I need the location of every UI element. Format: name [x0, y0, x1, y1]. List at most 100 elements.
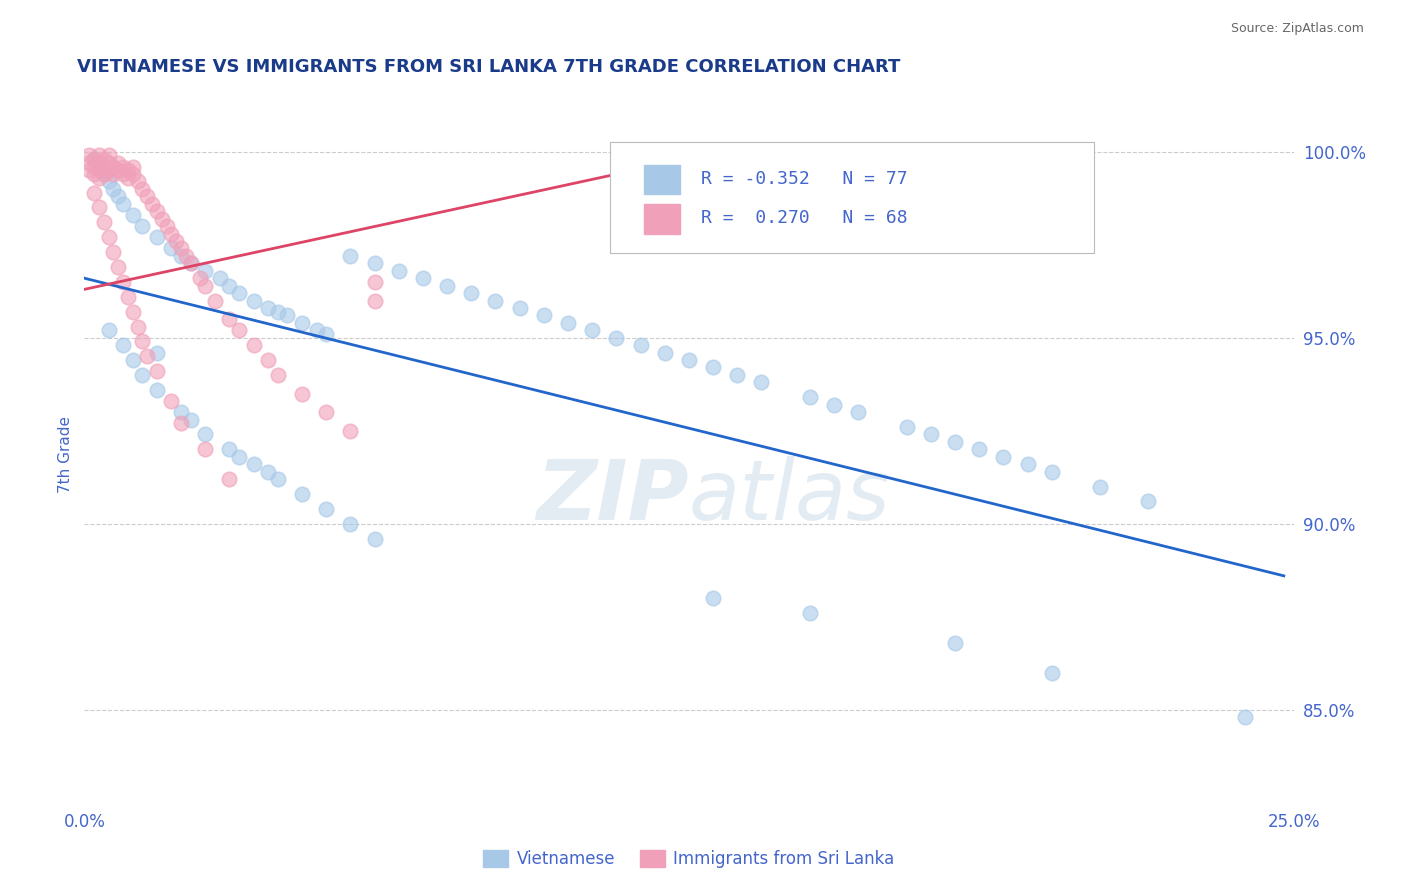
- Point: [170, 249, 193, 263]
- Point: [97, 156, 120, 170]
- Point: [363, 256, 385, 270]
- Point: [117, 290, 139, 304]
- Point: [170, 417, 193, 431]
- Point: [799, 606, 821, 620]
- Text: VIETNAMESE VS IMMIGRANTS FROM SRI LANKA 7TH GRADE CORRELATION CHART: VIETNAMESE VS IMMIGRANTS FROM SRI LANKA …: [77, 58, 901, 76]
- Point: [136, 189, 159, 203]
- Point: [170, 405, 193, 419]
- Point: [112, 338, 135, 352]
- Point: [194, 427, 217, 442]
- Point: [267, 368, 290, 382]
- Point: [315, 501, 337, 516]
- Point: [194, 278, 217, 293]
- Point: [257, 465, 280, 479]
- Point: [190, 271, 212, 285]
- Point: [87, 201, 110, 215]
- Point: [160, 227, 183, 241]
- Point: [103, 245, 125, 260]
- Point: [363, 275, 385, 289]
- Point: [170, 242, 193, 256]
- Point: [291, 487, 314, 501]
- Point: [228, 450, 250, 464]
- Point: [218, 312, 240, 326]
- Text: R =  0.270   N = 68: R = 0.270 N = 68: [702, 210, 908, 227]
- Point: [131, 368, 153, 382]
- Point: [87, 148, 110, 162]
- Point: [920, 427, 942, 442]
- Point: [702, 591, 724, 606]
- Point: [943, 636, 966, 650]
- Point: [146, 230, 169, 244]
- Point: [93, 160, 115, 174]
- Point: [83, 167, 105, 181]
- Point: [218, 442, 240, 457]
- Point: [160, 394, 183, 409]
- Point: [93, 167, 115, 181]
- Point: [581, 323, 603, 337]
- Point: [218, 472, 240, 486]
- Point: [117, 170, 139, 185]
- Point: [557, 316, 579, 330]
- Text: ZIP: ZIP: [536, 456, 689, 537]
- Point: [112, 167, 135, 181]
- Point: [127, 319, 149, 334]
- Point: [242, 457, 264, 471]
- Point: [97, 148, 120, 162]
- Point: [846, 405, 869, 419]
- Point: [1017, 457, 1039, 471]
- Point: [993, 450, 1015, 464]
- Point: [165, 234, 187, 248]
- Point: [107, 156, 129, 170]
- Point: [121, 353, 143, 368]
- Point: [943, 434, 966, 449]
- Point: [93, 152, 115, 166]
- Point: [1088, 479, 1111, 493]
- Point: [97, 174, 120, 188]
- Point: [388, 264, 411, 278]
- Point: [141, 196, 163, 211]
- Point: [121, 304, 143, 318]
- Point: [242, 338, 264, 352]
- Point: [339, 424, 361, 438]
- Point: [107, 189, 129, 203]
- Point: [117, 163, 139, 178]
- Point: [97, 323, 120, 337]
- Point: [305, 323, 328, 337]
- Point: [484, 293, 506, 308]
- Point: [112, 160, 135, 174]
- Point: [146, 364, 169, 378]
- FancyBboxPatch shape: [644, 165, 681, 194]
- Point: [83, 186, 105, 200]
- Point: [103, 167, 125, 181]
- Point: [823, 398, 845, 412]
- Point: [267, 304, 290, 318]
- Point: [180, 412, 202, 426]
- Point: [136, 349, 159, 363]
- Text: atlas: atlas: [689, 456, 890, 537]
- FancyBboxPatch shape: [644, 204, 681, 234]
- Point: [1137, 494, 1160, 508]
- Point: [77, 156, 100, 170]
- Point: [242, 293, 264, 308]
- Point: [131, 219, 153, 233]
- Text: Source: ZipAtlas.com: Source: ZipAtlas.com: [1230, 22, 1364, 36]
- Point: [180, 256, 202, 270]
- Point: [257, 353, 280, 368]
- Point: [1040, 665, 1063, 680]
- Point: [112, 275, 135, 289]
- Point: [131, 334, 153, 349]
- Legend: Vietnamese, Immigrants from Sri Lanka: Vietnamese, Immigrants from Sri Lanka: [477, 843, 901, 874]
- Point: [228, 286, 250, 301]
- Y-axis label: 7th Grade: 7th Grade: [58, 417, 73, 493]
- Point: [208, 271, 231, 285]
- Point: [146, 204, 169, 219]
- Point: [799, 390, 821, 404]
- Point: [87, 170, 110, 185]
- Point: [194, 442, 217, 457]
- Point: [87, 160, 110, 174]
- Point: [112, 196, 135, 211]
- Point: [533, 309, 555, 323]
- Point: [83, 160, 105, 174]
- Point: [127, 174, 149, 188]
- Point: [276, 309, 298, 323]
